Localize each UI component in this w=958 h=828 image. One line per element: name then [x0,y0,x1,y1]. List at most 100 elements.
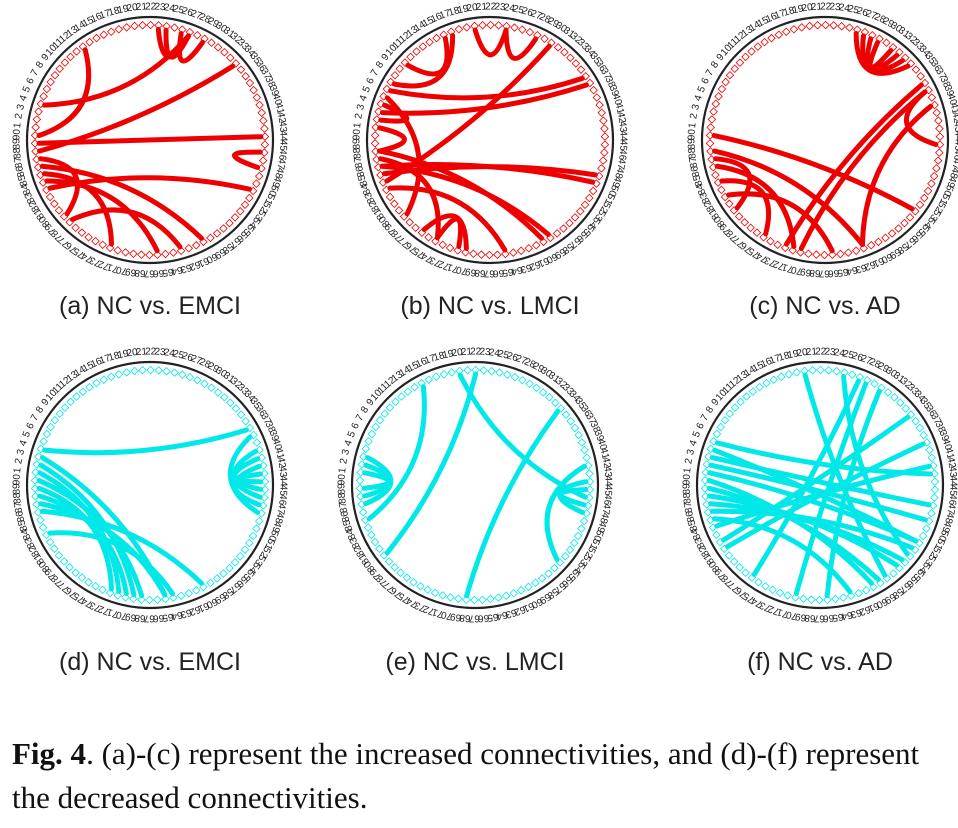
region-node-5 [39,437,48,446]
region-node-5 [39,92,48,101]
connection-68-34 [464,408,561,599]
region-label-26: 26 [505,351,519,365]
region-node-57 [219,224,228,233]
region-node-44 [585,477,595,486]
region-label-5: 5 [21,429,33,439]
region-node-11 [66,52,75,62]
region-label-74: 74 [404,594,419,609]
region-node-16 [424,375,434,384]
region-node-43 [600,124,609,133]
region-label-59: 59 [552,246,568,261]
region-label-60: 60 [544,250,559,265]
region-node-23 [494,21,503,30]
region-label-90: 90 [686,128,697,140]
region-label-39: 39 [941,84,955,99]
region-label-15: 15 [751,360,766,375]
region-label-9: 9 [715,52,727,64]
region-label-60: 60 [879,250,894,265]
connection-83-51 [47,175,253,192]
region-label-14: 14 [747,19,763,34]
region-node-11 [406,52,415,62]
region-node-74 [91,582,100,591]
region-node-36 [916,71,925,81]
region-label-18: 18 [107,5,121,19]
region-label-8: 8 [359,404,371,415]
region-node-10 [385,403,395,412]
region-label-26: 26 [520,6,534,20]
region-node-51 [918,531,928,541]
connection-84-66 [44,178,160,254]
region-label-26: 26 [180,6,194,20]
region-label-67: 67 [818,267,830,278]
region-label-90: 90 [351,128,362,140]
region-label-3: 3 [690,103,702,112]
region-label-37: 37 [583,412,598,427]
figure-panels: 1 2 3 4 5 6 7 8 9 10 11 12 13 14 15 16 17 18 19 20 21 22 23 24 2… [11,1,958,676]
region-label-23: 23 [479,346,491,358]
region-node-10 [60,403,70,412]
region-label-88: 88 [687,147,699,160]
region-label-74: 74 [749,594,764,609]
region-label-40: 40 [610,93,624,107]
region-label-24: 24 [488,347,501,360]
region-node-22 [146,365,155,375]
region-node-43 [260,469,269,478]
region-node-13 [78,387,88,396]
region-label-69: 69 [124,610,137,623]
region-label-23: 23 [829,1,841,13]
region-label-25: 25 [512,3,526,16]
region-node-23 [824,366,833,375]
region-label-39: 39 [591,429,605,444]
region-node-7 [721,77,730,87]
region-node-64 [844,248,853,257]
region-node-26 [178,370,187,379]
region-node-20 [805,21,814,31]
region-label-18: 18 [782,5,796,19]
region-label-3: 3 [15,448,27,457]
region-node-55 [230,558,240,567]
region-node-61 [531,241,541,250]
region-label-87: 87 [12,156,25,169]
region-node-32 [890,393,899,402]
region-label-49: 49 [269,520,283,534]
region-label-85: 85 [691,173,705,187]
region-label-27: 27 [529,8,544,22]
region-node-52 [245,538,254,548]
region-label-38: 38 [602,75,617,90]
region-label-65: 65 [161,266,174,278]
region-node-89 [705,139,715,148]
region-node-78 [65,563,74,572]
region-label-50: 50 [266,183,281,198]
region-label-50: 50 [941,183,956,198]
region-node-33 [226,53,235,62]
region-label-8: 8 [704,404,716,415]
region-label-47: 47 [274,502,287,515]
region-node-75 [424,232,433,242]
region-node-62 [184,244,194,253]
region-node-19 [122,23,131,32]
region-node-77 [411,223,420,232]
region-node-6 [712,429,722,439]
region-node-67 [820,250,829,260]
region-label-6: 6 [365,76,378,86]
region-node-67 [815,595,824,605]
region-label-27: 27 [859,353,874,367]
region-node-50 [927,179,936,188]
region-node-46 [260,148,269,157]
region-node-44 [260,477,270,486]
region-node-25 [510,23,519,32]
region-node-29 [870,379,879,388]
region-label-25: 25 [847,3,861,16]
region-node-52 [920,193,929,203]
region-label-5: 5 [361,84,373,94]
region-node-64 [509,248,518,257]
region-label-51: 51 [937,192,952,207]
region-node-50 [252,179,261,188]
region-label-28: 28 [872,11,887,26]
region-node-43 [585,469,594,478]
region-node-77 [741,568,750,577]
region-node-13 [753,42,763,51]
region-label-65: 65 [161,611,174,623]
region-label-7: 7 [699,412,712,423]
region-node-28 [193,375,202,385]
